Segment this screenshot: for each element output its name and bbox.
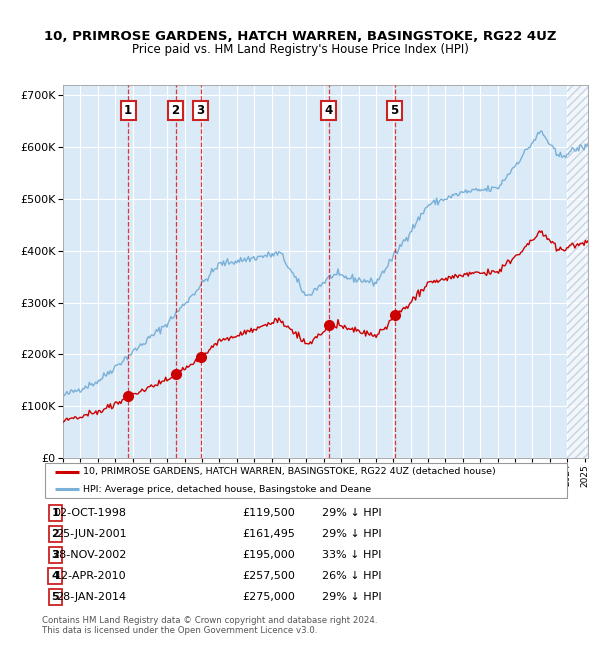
Text: 29% ↓ HPI: 29% ↓ HPI — [322, 592, 382, 602]
Text: 2: 2 — [172, 104, 180, 117]
Text: HPI: Average price, detached house, Basingstoke and Deane: HPI: Average price, detached house, Basi… — [83, 484, 371, 493]
Text: Price paid vs. HM Land Registry's House Price Index (HPI): Price paid vs. HM Land Registry's House … — [131, 43, 469, 56]
Text: 29% ↓ HPI: 29% ↓ HPI — [322, 529, 382, 539]
Text: 33% ↓ HPI: 33% ↓ HPI — [322, 550, 381, 560]
Text: 28-JAN-2014: 28-JAN-2014 — [56, 592, 127, 602]
Text: 2: 2 — [52, 529, 59, 539]
Text: 4: 4 — [325, 104, 333, 117]
Text: 10, PRIMROSE GARDENS, HATCH WARREN, BASINGSTOKE, RG22 4UZ (detached house): 10, PRIMROSE GARDENS, HATCH WARREN, BASI… — [83, 467, 496, 476]
Text: £257,500: £257,500 — [242, 571, 295, 581]
FancyBboxPatch shape — [44, 463, 568, 498]
Text: 10, PRIMROSE GARDENS, HATCH WARREN, BASINGSTOKE, RG22 4UZ: 10, PRIMROSE GARDENS, HATCH WARREN, BASI… — [44, 30, 556, 43]
Text: 02-OCT-1998: 02-OCT-1998 — [53, 508, 127, 518]
Text: 29% ↓ HPI: 29% ↓ HPI — [322, 508, 382, 518]
Text: 12-APR-2010: 12-APR-2010 — [55, 571, 127, 581]
Text: 5: 5 — [52, 592, 59, 602]
Text: 1: 1 — [52, 508, 59, 518]
Text: £195,000: £195,000 — [242, 550, 295, 560]
Text: 5: 5 — [391, 104, 398, 117]
Text: £119,500: £119,500 — [242, 508, 295, 518]
Text: 25-JUN-2001: 25-JUN-2001 — [56, 529, 127, 539]
Text: £275,000: £275,000 — [242, 592, 295, 602]
Text: 3: 3 — [52, 550, 59, 560]
Text: 1: 1 — [124, 104, 132, 117]
Bar — [567, 84, 588, 458]
Text: £161,495: £161,495 — [242, 529, 295, 539]
Text: Contains HM Land Registry data © Crown copyright and database right 2024.: Contains HM Land Registry data © Crown c… — [42, 616, 377, 625]
Text: 4: 4 — [51, 571, 59, 581]
Text: 3: 3 — [196, 104, 205, 117]
Text: This data is licensed under the Open Government Licence v3.0.: This data is licensed under the Open Gov… — [42, 626, 317, 635]
Text: 28-NOV-2002: 28-NOV-2002 — [52, 550, 127, 560]
Text: 26% ↓ HPI: 26% ↓ HPI — [322, 571, 382, 581]
